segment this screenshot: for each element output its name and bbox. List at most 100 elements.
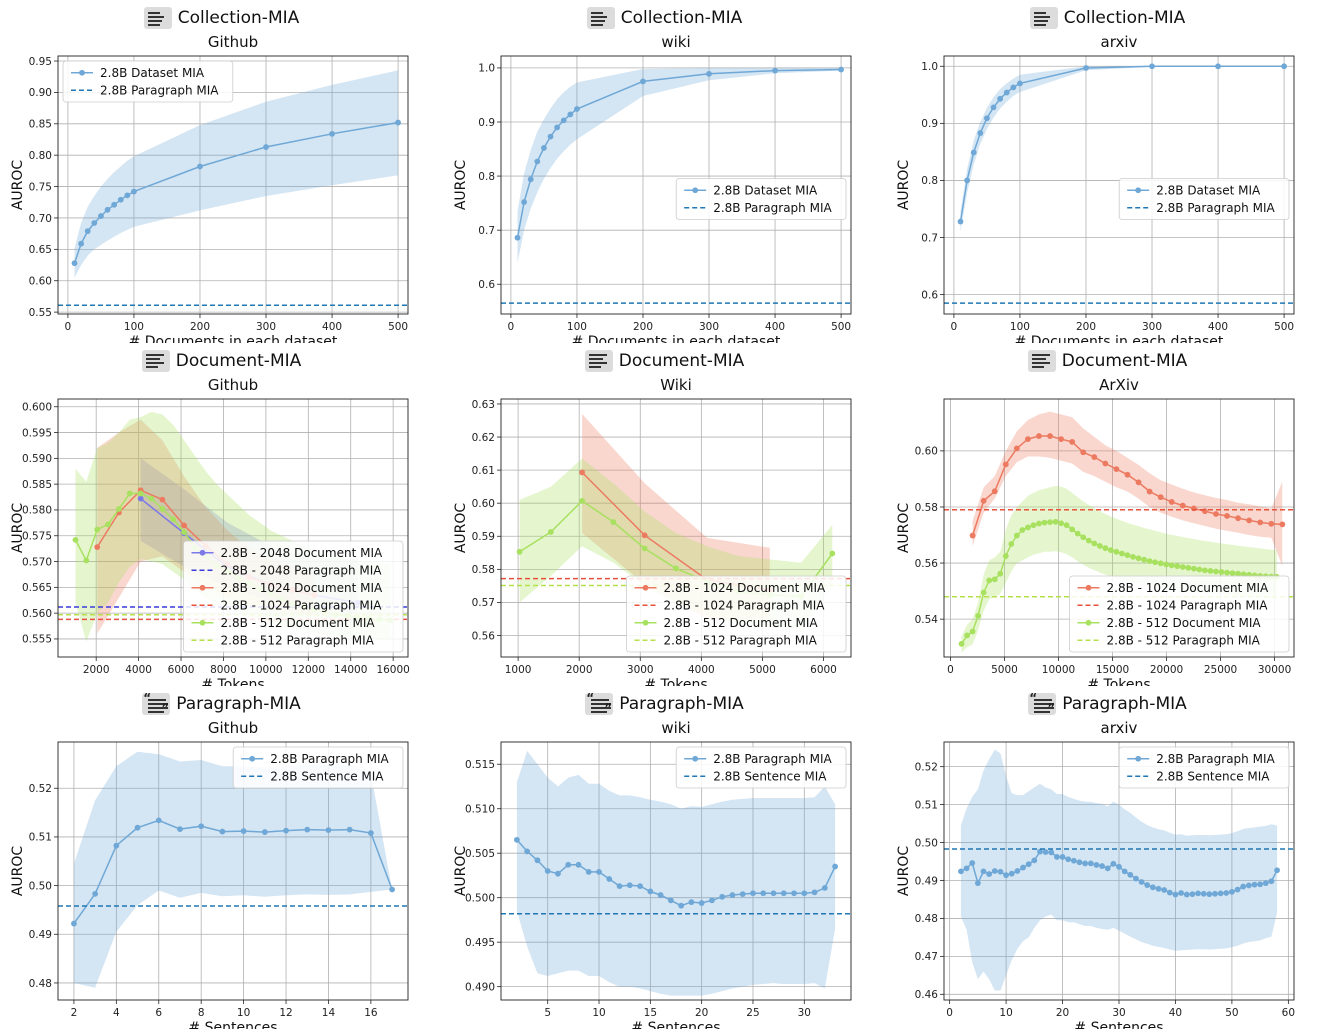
legend-marker [692,755,699,762]
y-tick-label: 0.9 [921,118,938,130]
data-point [1257,881,1264,888]
x-tick-label: 25 [746,1007,759,1019]
data-point [575,861,582,868]
x-axis-label: # Documents in each dataset [1015,334,1224,343]
legend-box [675,178,847,220]
section-header: Collection-MIA [443,4,886,32]
y-axis-label: AUROC [10,160,26,211]
y-tick-label: 0.50 [29,880,52,892]
data-point [974,880,981,887]
stack-icon [1029,7,1058,29]
legend-label: 2.8B - 2048 Document MIA [221,546,384,560]
data-point [1091,540,1098,547]
data-point [641,532,648,539]
data-point [574,106,580,112]
x-axis-label: # Tokens [644,677,707,686]
data-point [606,876,613,882]
x-tick-label: 10 [592,1007,605,1019]
x-tick-label: 2000 [566,664,593,676]
data-point [159,496,166,503]
x-tick-label: 5000 [991,664,1018,676]
legend-label: 2.8B Paragraph MIA [713,201,832,215]
y-tick-label: 0.565 [22,582,52,594]
legend-marker [642,584,649,591]
data-point [1020,864,1026,871]
chart-panel: Collection-MIA arxiv 0 100 200 300 400 500 0.6 0.… [886,0,1329,343]
chart-title: Wiki [660,376,692,394]
confidence-band [73,751,393,988]
x-tick-label: 5000 [749,664,776,676]
data-point [1063,522,1070,529]
chart-svg: Github 0 100 200 300 400 500 0.55 0.60 0.65 0.70 0.… [10,33,409,343]
x-tick-label: 400 [322,321,342,333]
data-point [325,827,332,834]
data-point [1069,439,1076,445]
data-point [1047,433,1053,439]
y-tick-label: 0.58 [472,564,495,576]
data-point [1102,460,1109,467]
data-point [521,199,528,205]
data-point [71,920,77,927]
data-point [1155,885,1162,892]
legend: 2.8B Paragraph MIA 2.8B Sentence MIA [675,746,847,789]
x-tick-label: 0 [65,321,72,333]
data-point [1013,532,1020,539]
data-point [1213,568,1219,575]
y-tick-label: 0.51 [29,832,52,844]
x-tick-label: 100 [1010,321,1030,333]
data-point [739,891,746,898]
data-point [678,902,685,909]
data-point [969,628,976,635]
data-point [986,577,993,584]
section-header: Collection-MIA [886,4,1329,32]
x-tick-label: 1000 [505,664,532,676]
chart-title: arxiv [1101,33,1138,51]
confidence-band [972,411,1283,566]
data-point [94,526,101,533]
data-point [838,66,844,73]
data-point [71,260,78,267]
y-tick-label: 0.8 [921,175,938,187]
section-title: Paragraph-MIA [1062,694,1187,714]
data-point [1065,856,1072,863]
data-point [1104,865,1111,872]
data-point [1124,471,1131,478]
data-point [770,890,777,897]
data-point [1224,513,1230,519]
data-point [126,490,133,497]
chart-panel: Document-MIA Wiki 1000 2000 3000 4000 5000 6000… [443,343,886,686]
x-tick-label: 10000 [249,664,282,676]
series-line [959,65,1285,222]
data-point [997,95,1004,102]
data-point [1144,882,1151,888]
x-axis-label: # Documents in each dataset [129,334,338,343]
data-point [105,521,111,528]
data-point [719,893,726,900]
legend: 2.8B - 1024 Document MIA 2.8B - 1024 Para… [626,575,847,653]
legend-marker [79,69,85,76]
plot-area [944,749,1294,991]
y-tick-label: 0.6 [921,289,938,301]
data-point [958,640,965,647]
y-axis-label: AUROC [896,160,912,211]
data-point [990,104,997,111]
x-axis-label: # Tokens [1087,677,1150,686]
data-point [1217,890,1224,897]
y-tick-label: 0.580 [22,505,52,517]
data-point [177,826,183,833]
data-point [1008,541,1015,547]
data-point [1003,872,1009,879]
data-point [1047,519,1053,526]
data-point [1152,559,1159,566]
data-point [111,201,118,208]
data-point [1070,857,1077,864]
data-point [1099,863,1105,869]
data-point [667,897,674,904]
x-tick-label: 20000 [1150,664,1183,676]
x-tick-label: 500 [1274,321,1294,333]
data-point [131,188,137,195]
y-tick-label: 0.60 [472,498,495,510]
y-tick-label: 1.0 [478,63,495,75]
data-point [534,158,541,165]
data-point [780,890,787,897]
